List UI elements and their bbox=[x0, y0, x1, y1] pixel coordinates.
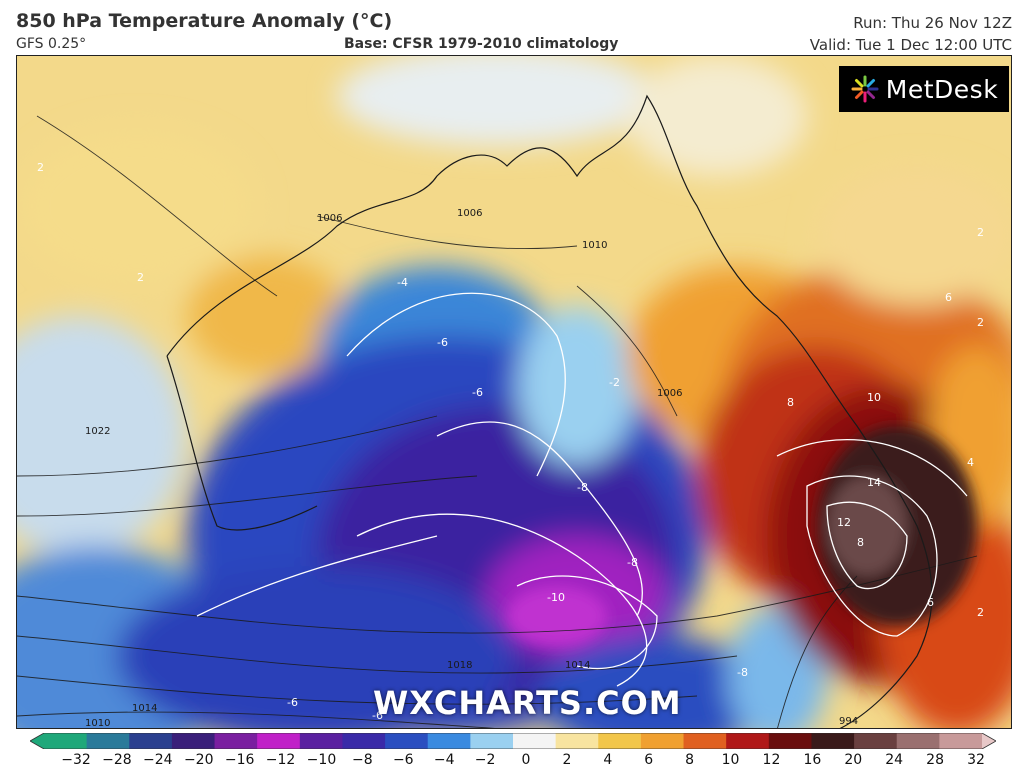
colorbar-segment bbox=[470, 733, 514, 749]
isobar-label: 1006 bbox=[457, 208, 482, 219]
colorbar-segment bbox=[513, 733, 557, 749]
colorbar-segment bbox=[598, 733, 642, 749]
colorbar-max-arrow bbox=[982, 733, 996, 749]
contour-label: 6 bbox=[927, 596, 934, 609]
contour-label: -8 bbox=[737, 666, 748, 679]
contour-label: 8 bbox=[857, 536, 864, 549]
contour-label: -8 bbox=[627, 556, 638, 569]
model-label: GFS 0.25° bbox=[16, 36, 87, 52]
contour-label: 2 bbox=[977, 606, 984, 619]
contour-label: -6 bbox=[287, 696, 298, 709]
colorbar-segment bbox=[257, 733, 301, 749]
contour-label: -6 bbox=[437, 336, 448, 349]
colorbar-tick-label: −8 bbox=[352, 752, 373, 768]
contour-label: 2 bbox=[137, 271, 144, 284]
colorbar-tick-label: 32 bbox=[967, 752, 985, 768]
colorbar-tick-label: 28 bbox=[926, 752, 944, 768]
contour-label: 2 bbox=[977, 316, 984, 329]
colorbar-min-arrow bbox=[30, 733, 44, 749]
colorbar-tick-label: 20 bbox=[844, 752, 863, 768]
colorbar-segment bbox=[811, 733, 855, 749]
colorbar-tick-label: −10 bbox=[306, 752, 337, 768]
colorbar-segment bbox=[768, 733, 812, 749]
colorbar-segment bbox=[555, 733, 599, 749]
isobar-label: 1018 bbox=[447, 660, 472, 671]
isobar-label: 1014 bbox=[132, 703, 157, 714]
run-time-label: Run: Thu 26 Nov 12Z bbox=[853, 14, 1012, 32]
contour-label: -10 bbox=[547, 591, 565, 604]
colorbar-tick-label: −2 bbox=[474, 752, 496, 768]
colorbar-segment bbox=[683, 733, 727, 749]
colorbar-tick-label: −32 bbox=[61, 752, 91, 768]
isobar-label: 1006 bbox=[657, 388, 682, 399]
contour-label: 12 bbox=[837, 516, 851, 529]
metdesk-starburst-icon bbox=[851, 75, 879, 103]
colorbar-tick-label: −28 bbox=[102, 752, 132, 768]
colorbar-segment bbox=[427, 733, 471, 749]
colorbar-segment bbox=[726, 733, 770, 749]
colorbar-segment bbox=[171, 733, 216, 749]
colorbar-segment bbox=[44, 733, 88, 749]
contour-label: 10 bbox=[867, 391, 881, 404]
contour-label: 8 bbox=[787, 396, 794, 409]
isobar-label: 1010 bbox=[582, 240, 607, 251]
isobar-label: 994 bbox=[839, 716, 858, 727]
colorbar-segment bbox=[896, 733, 940, 749]
map-graphic: 2 2 2 2 -2 -4 -6 -6 -8 -8 -8 -10 -6 -6 6 8 10 12 14 8 6 4 2 100… bbox=[17, 56, 1011, 729]
colorbar-tick-label: −6 bbox=[392, 752, 414, 768]
climatology-base-label: Base: CFSR 1979-2010 climatology bbox=[344, 36, 619, 52]
colorbar-tick-label: 4 bbox=[603, 752, 613, 768]
coastline bbox=[166, 94, 933, 728]
colorbar-segment bbox=[385, 733, 429, 749]
contour-label: -8 bbox=[577, 481, 588, 494]
contour-label: 14 bbox=[867, 476, 881, 489]
isobar-label: 1010 bbox=[85, 718, 110, 729]
colorbar-segment bbox=[299, 733, 343, 749]
anomaly-contours bbox=[196, 292, 968, 687]
logo-text: MetDesk bbox=[885, 74, 999, 104]
colorbar-tick-labels: −32 −28 −24 −20 −16 −12 −10 −8 −6 −4 −2 0 2 4 6 8 10 12 16… bbox=[0, 752, 1024, 774]
colorbar-tick-label: 10 bbox=[721, 752, 740, 768]
metdesk-logo: MetDesk bbox=[839, 66, 1009, 112]
contour-label: 2 bbox=[37, 161, 44, 174]
colorbar-tick-label: −24 bbox=[143, 752, 173, 768]
valid-time-label: Valid: Tue 1 Dec 12:00 UTC bbox=[809, 36, 1012, 54]
contour-label: -6 bbox=[472, 386, 483, 399]
colorbar-segment bbox=[342, 733, 386, 749]
contour-label: -2 bbox=[609, 376, 620, 389]
colorbar-tick-label: 8 bbox=[685, 752, 695, 768]
colorbar bbox=[30, 733, 996, 749]
colorbar-segment bbox=[214, 733, 258, 749]
contour-label: 6 bbox=[945, 291, 952, 304]
colorbar-tick-label: −12 bbox=[265, 752, 296, 768]
isobars bbox=[17, 115, 978, 728]
colorbar-segment bbox=[86, 733, 130, 749]
contour-label: -6 bbox=[372, 709, 383, 722]
isobar-label: 1014 bbox=[565, 660, 590, 671]
colorbar-tick-label: 0 bbox=[521, 752, 531, 768]
colorbar-tick-label: 16 bbox=[803, 752, 822, 768]
colorbar-tick-label: −16 bbox=[224, 752, 255, 768]
isobar-label: 1006 bbox=[317, 213, 342, 224]
colorbar-tick-label: −20 bbox=[183, 752, 214, 768]
isobar-label: 1022 bbox=[85, 426, 110, 437]
colorbar-tick-label: 24 bbox=[885, 752, 904, 768]
contour-label: -4 bbox=[397, 276, 408, 289]
contour-label: 4 bbox=[967, 456, 974, 469]
colorbar-segment bbox=[640, 733, 685, 749]
colorbar-segment bbox=[939, 733, 983, 749]
anomaly-map: 2 2 2 2 -2 -4 -6 -6 -8 -8 -8 -10 -6 -6 6 8 10 12 14 8 6 4 2 100… bbox=[16, 55, 1012, 729]
colorbar-tick-label: 6 bbox=[644, 752, 654, 768]
colorbar-segment bbox=[854, 733, 898, 749]
colorbar-tick-label: 2 bbox=[562, 752, 572, 768]
colorbar-tick-label: 12 bbox=[762, 752, 781, 768]
chart-title: 850 hPa Temperature Anomaly (°C) bbox=[16, 10, 393, 32]
colorbar-segment bbox=[129, 733, 173, 749]
wxcharts-watermark: WXCHARTS.COM bbox=[373, 684, 682, 722]
contour-label: 2 bbox=[977, 226, 984, 239]
colorbar-tick-label: −4 bbox=[433, 752, 455, 768]
